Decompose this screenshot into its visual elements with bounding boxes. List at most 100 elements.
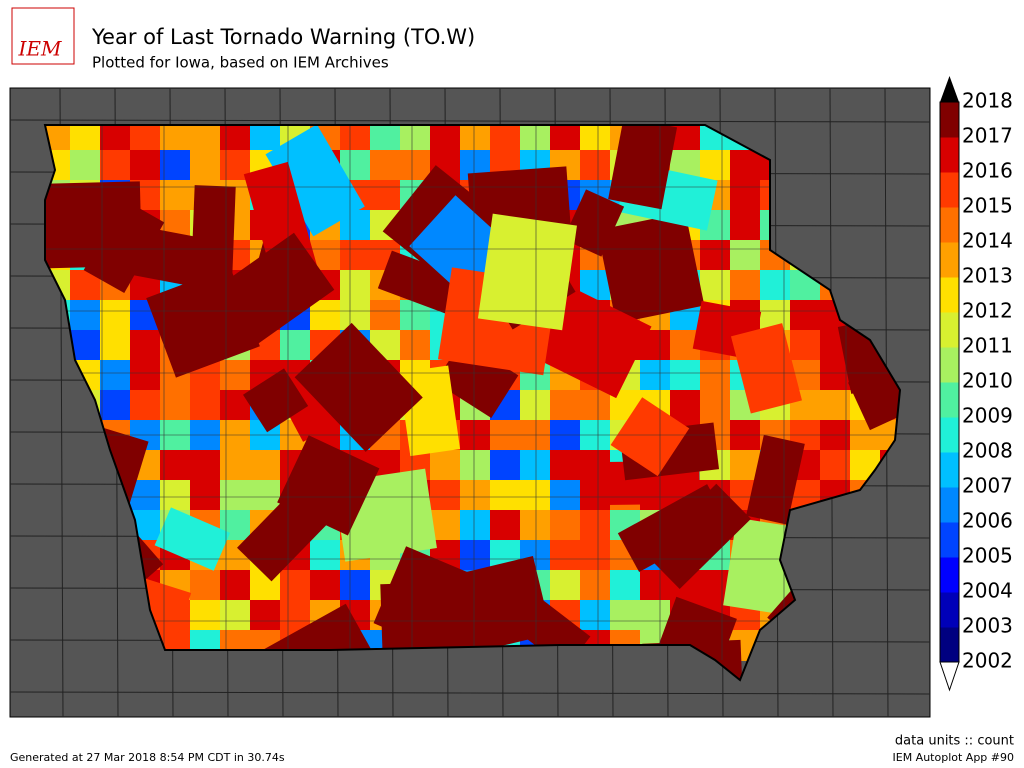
patch [310,540,341,571]
generated: Generated at 27 Mar 2018 8:54 PM CDT in … [10,751,285,764]
patch [160,480,191,511]
patch [520,480,551,511]
patch [191,185,236,283]
patch [730,240,761,271]
patch [370,125,401,151]
patch [160,150,191,181]
logo-frame [11,7,75,65]
patch [730,150,761,181]
patch [550,510,581,541]
patch [400,125,431,151]
patch [190,150,221,181]
patch [550,125,581,151]
patch [520,390,551,421]
patch [670,390,701,421]
patch [580,540,611,571]
patch [220,600,251,631]
colorbar-label: 2011 [962,334,1013,358]
patch [550,570,581,601]
patch [430,510,461,541]
patch [190,480,221,511]
colorbar-band [940,102,959,138]
patch [580,390,611,421]
patch [370,150,401,181]
patch [398,365,461,457]
logo: IEM [11,7,75,65]
patch [848,351,900,431]
patch [700,240,731,271]
patch [190,390,221,421]
colorbar-band [940,137,959,173]
colorbar-label: 2004 [962,579,1013,603]
patch [265,125,365,237]
patch [100,150,131,181]
patch [460,450,491,481]
patch [220,480,251,511]
patch [580,125,611,151]
title: Year of Last Tornado Warning (TO.W) [91,25,475,49]
patch [100,125,131,151]
patch [820,420,851,451]
patch [160,180,191,211]
colorbar-under [939,661,960,692]
patch [160,420,191,451]
patch [610,600,641,631]
colorbar-label: 2009 [962,404,1013,428]
patch [563,189,625,257]
patch [130,150,161,181]
patch [130,360,161,391]
patch [130,330,161,361]
patch [220,570,251,601]
patch [820,450,851,481]
colorbar-label: 2003 [962,614,1013,638]
patch [130,390,161,421]
patch [460,125,491,151]
patch [490,125,521,151]
patch [460,510,491,541]
patch [746,434,805,525]
patch [190,570,221,601]
patch [730,420,761,451]
colorbar-label: 2007 [962,474,1013,498]
colorbar-frame [939,101,960,663]
patch [100,360,131,391]
patch [370,180,401,211]
patch [211,232,335,349]
patch [490,420,521,451]
patch [550,480,581,511]
colorbar-band [940,452,959,488]
colorbar-band [940,172,959,208]
patch [250,450,281,481]
county-line [9,691,931,695]
patch [490,480,521,511]
patch [370,300,401,331]
colorbar-label: 2008 [962,439,1013,463]
patch [160,450,191,481]
patch [477,213,577,331]
patch [617,484,729,573]
colorbar-band [940,487,959,523]
patch [430,125,461,151]
patch [550,450,581,481]
colorbar-band [940,207,959,243]
colorbar-label: 2006 [962,509,1013,533]
patch [100,330,131,361]
patch [237,482,336,582]
colorbar-label: 2016 [962,159,1013,183]
app-label: IEM Autoplot App #90 [893,751,1015,764]
patch [280,570,311,601]
patch [400,150,431,181]
patch [45,181,142,269]
patch [700,270,731,301]
patch [520,450,551,481]
patch [460,420,491,451]
patch [243,368,309,433]
colorbar-label: 2005 [962,544,1013,568]
colorbar-label: 2002 [962,649,1013,673]
patch [250,125,281,151]
patch [580,150,611,181]
patch [190,450,221,481]
colorbar-band [940,382,959,418]
patch [340,270,371,301]
patch [460,480,491,511]
